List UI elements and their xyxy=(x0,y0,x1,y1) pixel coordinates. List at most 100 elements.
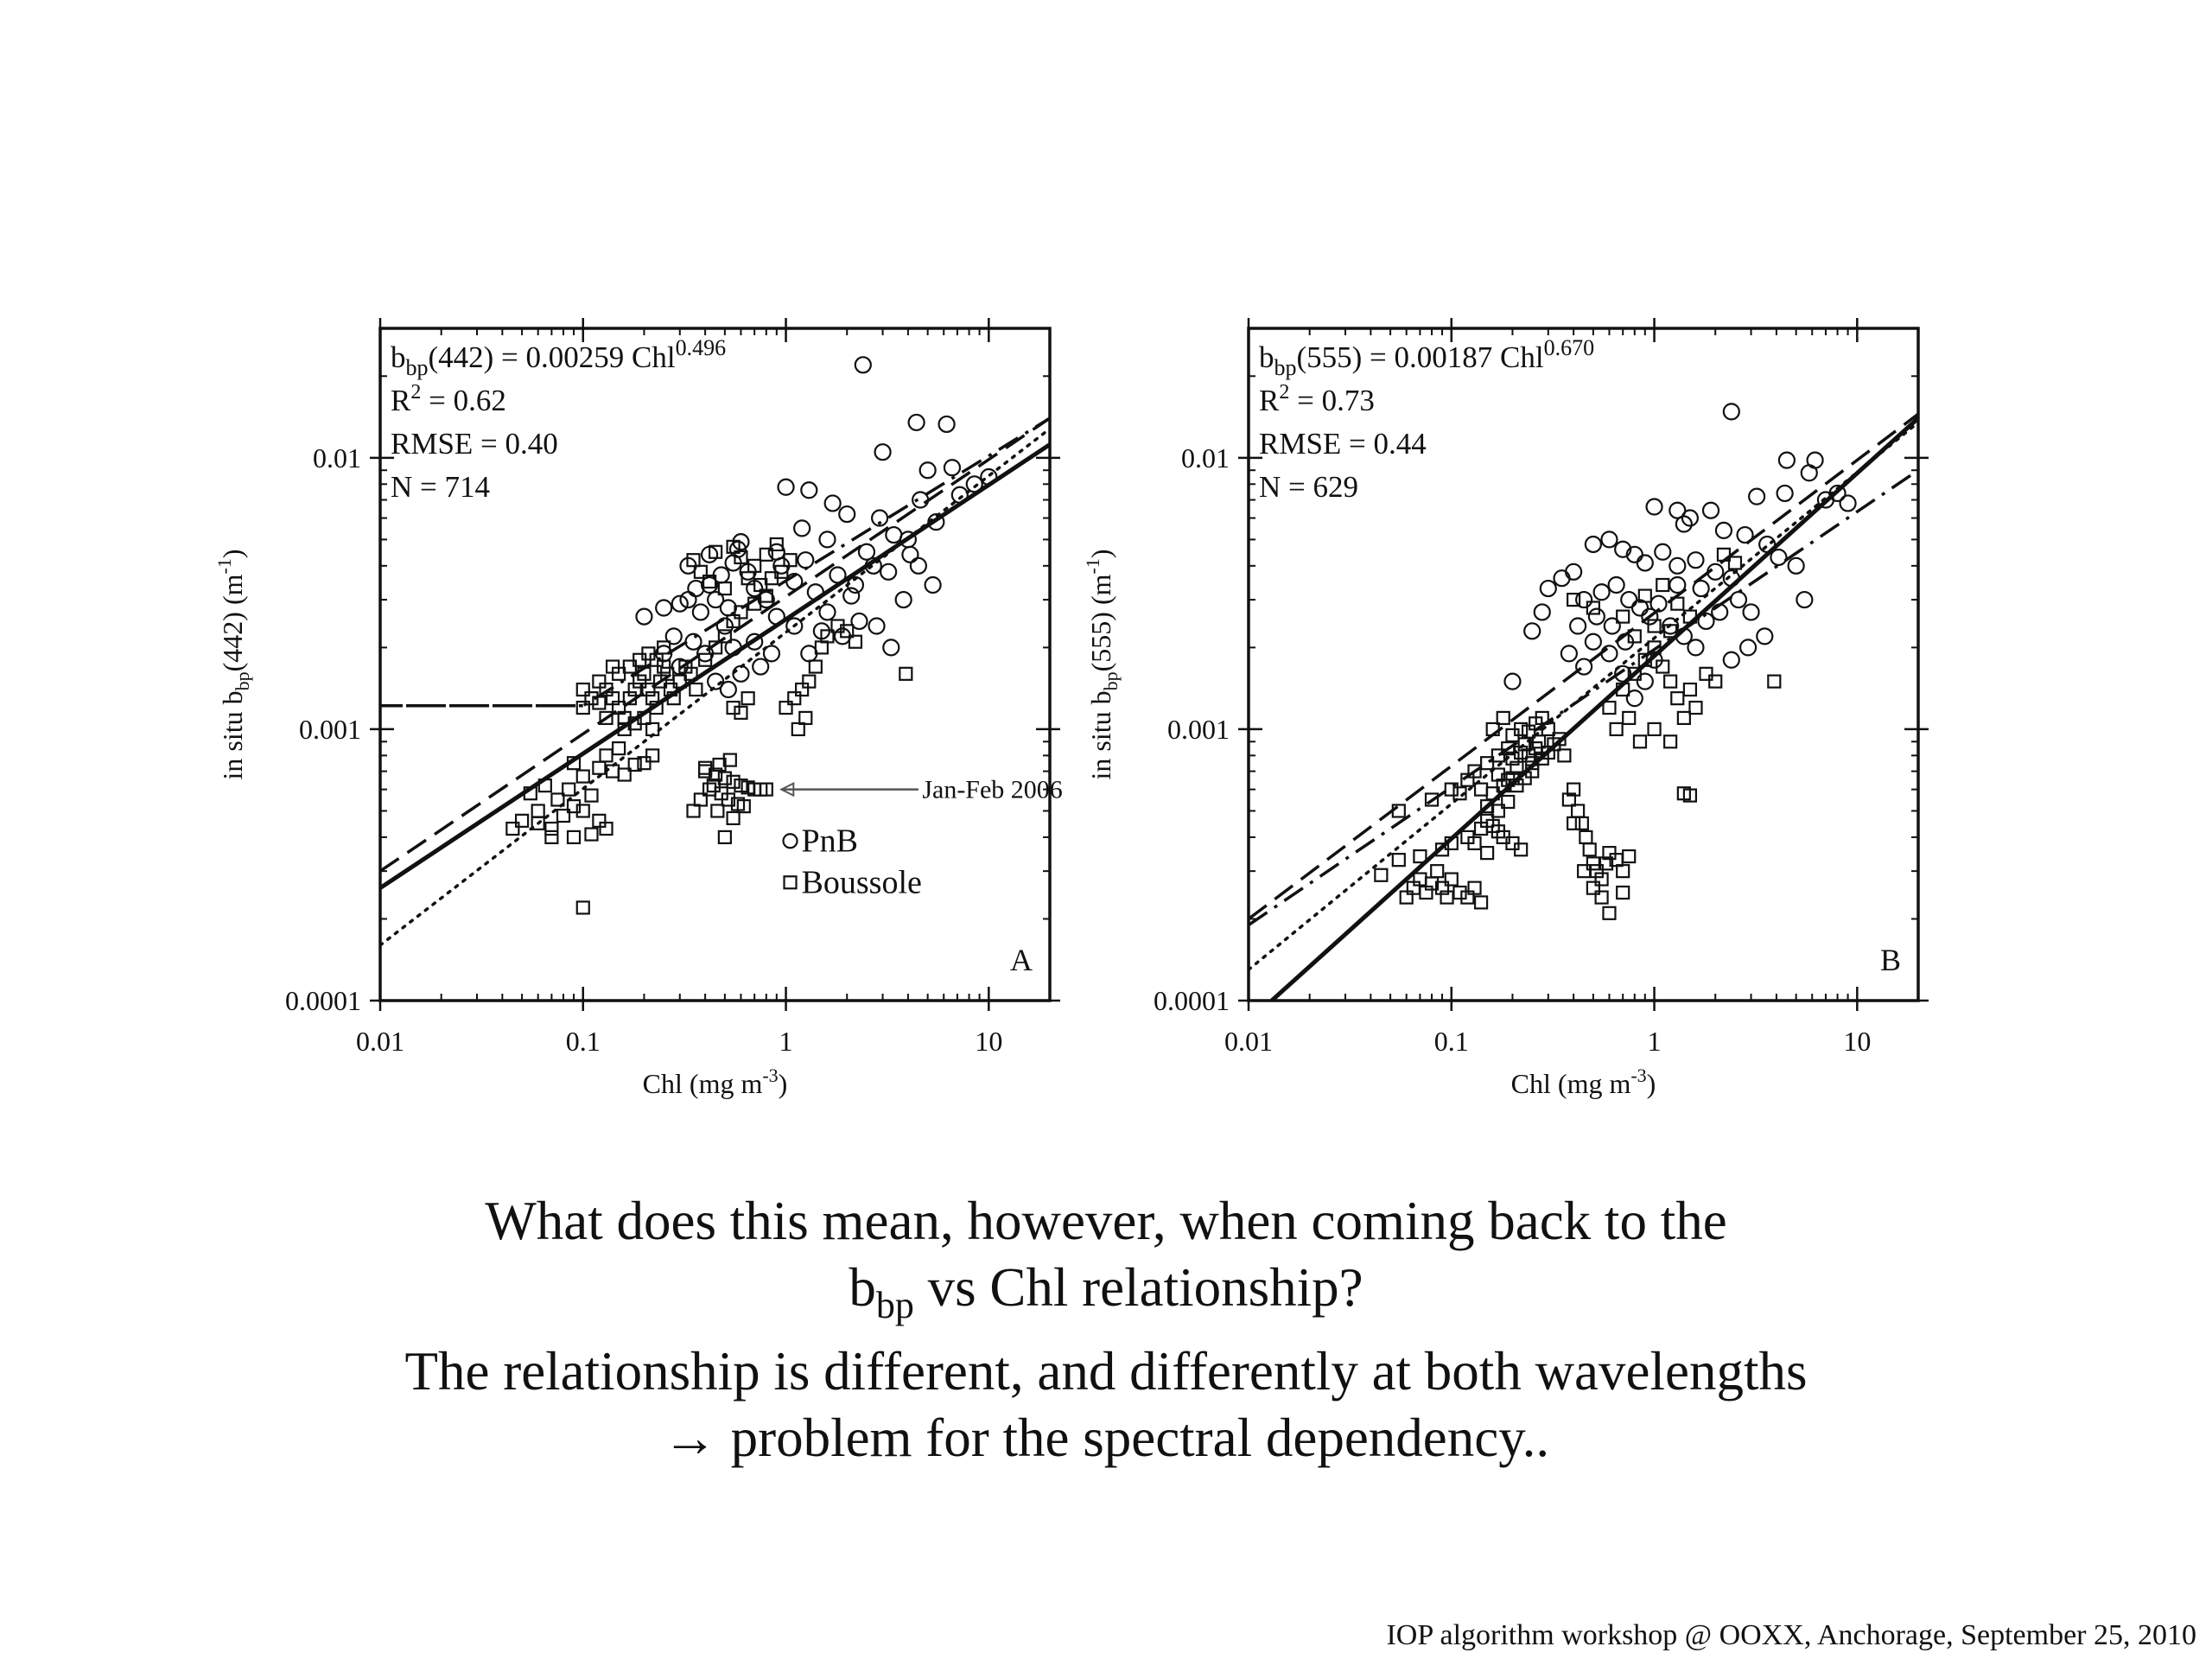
point-boussole xyxy=(1510,779,1524,793)
point-boussole xyxy=(1594,890,1609,905)
plot-frame xyxy=(1247,327,1920,1002)
x-tick-label: 0.1 xyxy=(566,1026,601,1057)
point-boussole xyxy=(584,691,599,706)
point-boussole xyxy=(1656,659,1670,674)
point-pnb xyxy=(1739,639,1758,657)
point-boussole xyxy=(1521,724,1536,739)
x-tick-label: 0.1 xyxy=(1434,1026,1469,1057)
point-boussole xyxy=(544,821,559,836)
point-pnb xyxy=(885,525,903,544)
point-boussole xyxy=(1460,890,1475,905)
point-boussole xyxy=(734,779,748,793)
point-boussole xyxy=(605,764,620,779)
stat-annotation: RMSE = 0.44 xyxy=(1259,427,1427,461)
point-boussole xyxy=(592,674,607,689)
stat-annotation: N = 714 xyxy=(391,470,490,504)
point-boussole xyxy=(544,830,559,845)
point-boussole xyxy=(666,691,681,706)
point-pnb xyxy=(707,590,725,609)
point-boussole xyxy=(1514,842,1529,857)
point-boussole xyxy=(759,547,773,562)
slide-footer: IOP algorithm workshop @ OOXX, Anchorage… xyxy=(1386,1619,2196,1651)
point-boussole xyxy=(1586,880,1600,895)
fit-line-solid xyxy=(380,442,1050,890)
point-pnb xyxy=(1722,651,1740,669)
point-boussole xyxy=(722,753,737,767)
point-boussole xyxy=(1460,772,1475,787)
point-pnb xyxy=(1736,525,1754,544)
point-pnb xyxy=(938,415,956,434)
point-pnb xyxy=(1645,498,1663,516)
point-pnb xyxy=(864,556,882,575)
y-tick-label: 0.0001 xyxy=(1154,985,1230,1016)
point-pnb xyxy=(1600,531,1618,549)
point-boussole xyxy=(599,821,613,836)
point-pnb xyxy=(880,563,898,581)
point-boussole xyxy=(1496,710,1510,726)
point-pnb xyxy=(671,594,689,613)
point-boussole xyxy=(575,769,590,784)
point-pnb xyxy=(1523,622,1541,640)
caption-line-4-text: problem for the spectral dependency.. xyxy=(716,1408,1550,1468)
point-boussole xyxy=(1676,710,1691,726)
point-boussole xyxy=(686,553,701,568)
point-boussole xyxy=(1552,732,1567,747)
point-boussole xyxy=(712,757,727,772)
point-boussole xyxy=(734,605,748,620)
point-boussole xyxy=(848,634,863,649)
point-pnb xyxy=(818,603,836,621)
point-boussole xyxy=(689,682,703,697)
point-boussole xyxy=(605,659,620,674)
point-boussole xyxy=(1767,674,1782,689)
point-pnb xyxy=(1533,603,1551,621)
point-pnb xyxy=(762,645,781,663)
point-boussole xyxy=(717,830,732,845)
point-pnb xyxy=(679,590,697,609)
point-boussole xyxy=(683,666,698,681)
point-boussole xyxy=(1682,788,1697,803)
point-pnb xyxy=(1654,543,1672,561)
point-pnb xyxy=(1636,672,1654,690)
point-pnb xyxy=(707,672,725,690)
plot-frame xyxy=(378,327,1052,1002)
point-pnb xyxy=(1770,548,1788,567)
point-boussole xyxy=(717,629,732,644)
point-boussole xyxy=(1670,691,1685,706)
point-boussole xyxy=(592,760,607,775)
point-boussole xyxy=(830,619,845,633)
point-boussole xyxy=(710,804,725,818)
y-axis-label: in situ bbp(555) (m-1) xyxy=(1082,550,1122,780)
arrow-icon: → xyxy=(662,1408,717,1468)
point-boussole xyxy=(622,691,637,706)
x-tick-label: 1 xyxy=(1648,1026,1662,1057)
point-boussole xyxy=(1480,799,1495,814)
point-boussole xyxy=(747,558,762,573)
point-boussole xyxy=(1452,786,1467,801)
point-boussole xyxy=(1637,652,1652,667)
point-pnb xyxy=(1560,645,1578,663)
point-pnb xyxy=(846,575,865,594)
point-pnb xyxy=(1565,563,1583,581)
point-boussole xyxy=(1514,721,1529,737)
legend-label: Boussole xyxy=(802,864,922,900)
point-boussole xyxy=(505,821,520,836)
point-pnb xyxy=(1828,484,1847,503)
x-axis-label: Chl (mg m-3) xyxy=(1511,1065,1656,1099)
point-boussole xyxy=(726,774,741,789)
point-pnb xyxy=(1636,554,1654,572)
point-boussole xyxy=(1609,721,1624,737)
point-pnb xyxy=(1692,579,1710,598)
point-pnb xyxy=(1687,639,1705,657)
point-boussole xyxy=(584,788,599,803)
point-pnb xyxy=(950,486,969,504)
point-boussole xyxy=(1656,577,1670,593)
point-boussole xyxy=(672,674,687,689)
point-pnb xyxy=(1587,607,1605,626)
point-pnb xyxy=(857,543,876,561)
point-boussole xyxy=(769,537,784,552)
point-boussole xyxy=(627,757,642,772)
point-boussole xyxy=(698,760,713,775)
point-boussole xyxy=(795,682,810,697)
point-boussole xyxy=(787,691,802,706)
